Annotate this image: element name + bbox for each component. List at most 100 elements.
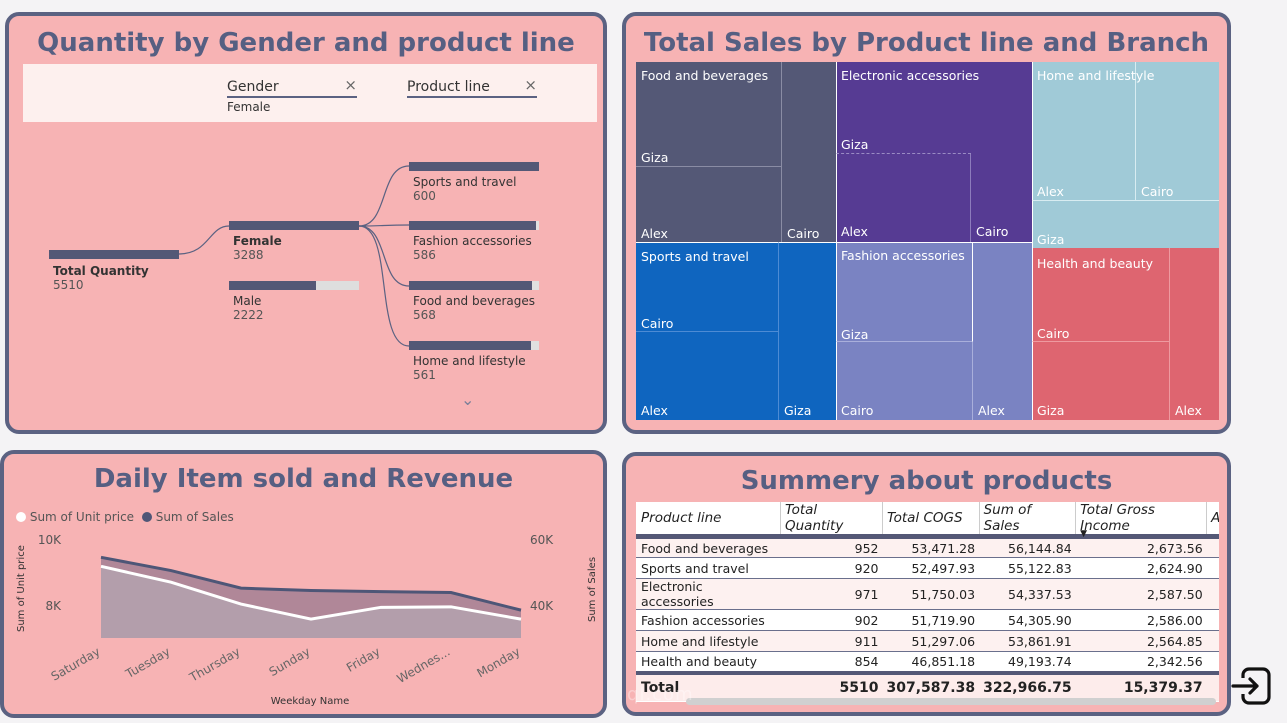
x-tick-label: Friday [344, 644, 383, 674]
table-cell: 920 [854, 560, 879, 576]
treemap-cell[interactable] [1170, 248, 1219, 420]
female-value: 3288 [233, 248, 264, 262]
female-node[interactable] [229, 221, 359, 230]
table-row[interactable]: Home and lifestyle 911 51,297.06 53,861.91 2… [636, 630, 1219, 652]
exit-icon[interactable] [1229, 664, 1273, 708]
area-chart-title: Daily Item sold and Revenue [93, 464, 514, 494]
table-cell: 2,586.00 [1146, 612, 1203, 628]
horizontal-scrollbar[interactable] [686, 698, 1216, 705]
treemap-cell[interactable] [1032, 62, 1136, 200]
table-row[interactable]: Sports and travel 920 52,497.93 55,122.83 2,… [636, 557, 1219, 579]
x-tick-label: Tuesday [122, 644, 172, 681]
treemap-branch-label: Cairo [787, 226, 820, 241]
treemap-branch-label: Alex [978, 403, 1005, 418]
tree-node[interactable] [409, 281, 539, 290]
treemap-category-label: Electronic accessories [841, 68, 980, 83]
column-header[interactable]: Product line [636, 502, 781, 537]
table-cell: Electronic accessories [641, 579, 714, 609]
treemap-branch-label: Giza [1037, 403, 1065, 418]
filter-bar: Gender × Female Product line × [23, 64, 597, 122]
table-cell [1207, 652, 1219, 673]
treemap-cell[interactable] [836, 342, 973, 420]
treemap-cell[interactable] [636, 242, 779, 332]
table-row[interactable]: Health and beauty 854 46,851.18 49,193.74 2,… [636, 651, 1219, 673]
treemap-branch-label: Alex [1175, 403, 1202, 418]
legend-item[interactable]: Sum of Unit price [29, 510, 135, 524]
tree-node-label: Sports and travel [413, 175, 517, 189]
treemap-cell[interactable] [836, 242, 973, 342]
x-tick-label: Wednes... [395, 644, 453, 686]
filter-gender[interactable]: Gender × [227, 76, 357, 98]
decomposition-panel: Quantity by Gender and product line Gend… [5, 12, 607, 434]
table-row[interactable]: Fashion accessories 902 51,719.90 54,305.90… [636, 609, 1219, 631]
x-tick-label: Thursday [186, 644, 242, 685]
column-header[interactable]: Total Quantity [780, 502, 883, 537]
table-cell: Health and beauty [641, 653, 758, 669]
table-header-row: Product line Total Quantity Total COGS S… [636, 502, 1219, 539]
watermark: mostaql.com [626, 684, 694, 705]
table-cell: 46,851.18 [911, 653, 976, 669]
chart-legend: Sum of Unit price Sum of Sales [16, 510, 234, 524]
treemap-cell[interactable] [973, 242, 1032, 420]
tree-node-label: Food and beverages [413, 294, 536, 308]
tree-node[interactable] [409, 162, 539, 171]
column-header[interactable]: Total COGS [882, 502, 980, 537]
treemap-cell[interactable] [636, 167, 782, 242]
decomposition-title: Quantity by Gender and product line [37, 28, 575, 58]
summary-title: Summery about products [740, 466, 1113, 496]
treemap-cell[interactable] [1032, 200, 1219, 248]
table-row[interactable]: Food and beverages 952 53,471.28 56,144.84 2… [636, 536, 1219, 558]
chevron-down-icon[interactable]: ⌄ [461, 390, 475, 409]
tree-node[interactable] [409, 341, 539, 350]
tree-node-label: Fashion accessories [413, 234, 532, 248]
table-cell: 56,144.84 [1008, 540, 1072, 556]
tree-node-value: 568 [413, 308, 436, 322]
total-cell [1207, 673, 1219, 701]
table-cell: 54,305.90 [1008, 612, 1072, 628]
treemap-cell[interactable] [836, 62, 971, 154]
treemap-panel: Total Sales by Product line and Branch F… [622, 12, 1231, 434]
treemap-branch-label: Giza [784, 403, 812, 418]
x-tick-label: Saturday [49, 644, 103, 683]
area-chart-panel: Daily Item sold and Revenue Sum of Unit … [0, 450, 607, 718]
treemap-branch-label: Giza [641, 150, 669, 165]
treemap-cell[interactable] [1136, 62, 1219, 200]
legend-item[interactable]: Sum of Sales [155, 510, 234, 524]
treemap-branch-label: Alex [1037, 184, 1064, 199]
column-header[interactable]: Avg [1207, 502, 1219, 537]
y-right-axis-label: Sum of Sales [587, 557, 598, 622]
table-cell: 902 [854, 612, 879, 628]
y-left-tick: 8K [45, 599, 62, 613]
male-bar-fill [229, 281, 317, 290]
tree-node-value: 586 [413, 248, 436, 262]
male-value: 2222 [233, 308, 264, 322]
column-header[interactable]: Total Gross Income ▼ [1075, 502, 1208, 539]
table-cell: Home and lifestyle [641, 633, 759, 649]
y-left-tick: 10K [38, 533, 62, 547]
table-cell: 2,342.56 [1146, 653, 1203, 669]
table-cell [1207, 558, 1219, 579]
table-cell: Food and beverages [641, 540, 769, 556]
table-cell: 2,587.50 [1146, 586, 1203, 602]
total-cell: 5510 [839, 679, 879, 696]
treemap-cell[interactable] [836, 154, 971, 242]
male-node[interactable] [229, 281, 359, 290]
treemap-cell[interactable] [779, 242, 836, 420]
treemap-cell[interactable] [782, 62, 836, 242]
tree-node[interactable] [409, 221, 539, 230]
close-icon[interactable]: × [344, 76, 357, 94]
treemap-cell[interactable] [636, 62, 782, 167]
treemap-cell[interactable] [1032, 248, 1170, 342]
total-cell: 15,379.37 [1123, 679, 1203, 696]
filter-productline[interactable]: Product line × [407, 76, 537, 98]
summary-table-wrap: Product line Total Quantity Total COGS S… [636, 502, 1219, 702]
treemap-cell[interactable] [636, 332, 779, 420]
close-icon[interactable]: × [524, 76, 537, 94]
y-left-axis-label: Sum of Unit price [16, 545, 27, 632]
root-bar[interactable] [49, 250, 179, 259]
treemap-cell[interactable] [1032, 342, 1170, 420]
table-row[interactable]: Electronic accessories 971 51,750.03 54,337… [636, 578, 1219, 610]
filter-gender-value: Female [227, 100, 271, 114]
column-header[interactable]: Sum of Sales [979, 502, 1077, 537]
treemap-cell[interactable] [971, 62, 1032, 242]
